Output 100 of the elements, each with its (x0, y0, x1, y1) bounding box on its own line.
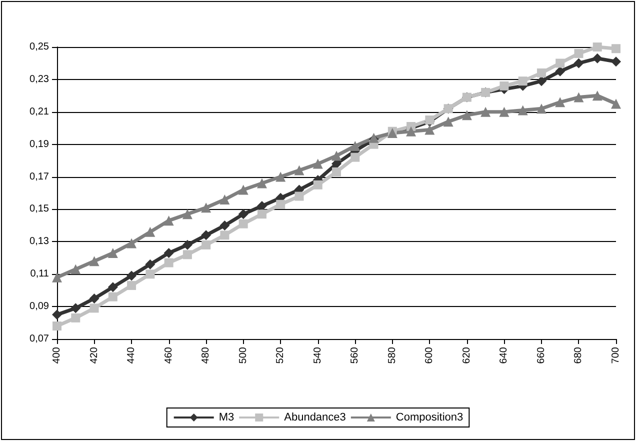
point (52, 322, 62, 331)
y-tick-label: 0,19 (30, 138, 50, 150)
x-tick-label: 400 (52, 346, 62, 364)
point (276, 200, 286, 209)
x-tick-label: 560 (350, 346, 361, 364)
x-tick-label: 600 (424, 346, 436, 364)
point (238, 184, 248, 195)
y-tick-label: 0,17 (30, 171, 50, 182)
x-tick-label: 520 (275, 346, 286, 364)
x-tick-label: 480 (200, 346, 212, 364)
point (462, 110, 472, 120)
point (294, 192, 304, 201)
point (201, 202, 212, 213)
y-tick-label: 0,21 (30, 106, 50, 118)
point (443, 116, 454, 127)
x-tick-label: 580 (386, 346, 398, 364)
point (201, 230, 212, 240)
point (70, 264, 81, 274)
point (592, 42, 602, 52)
point (145, 226, 156, 237)
point (71, 313, 80, 322)
point (406, 126, 416, 136)
point (536, 68, 546, 78)
point (574, 58, 584, 68)
point (182, 209, 192, 220)
point (182, 250, 192, 260)
point (146, 270, 155, 279)
point (592, 90, 602, 101)
y-tick-label: 0,15 (30, 204, 50, 215)
point (518, 105, 528, 116)
point (611, 56, 621, 67)
point (182, 240, 192, 250)
x-tick-label: 420 (88, 346, 100, 364)
point (256, 178, 267, 188)
point (350, 152, 360, 162)
point (276, 172, 286, 182)
point (312, 158, 323, 169)
point (256, 200, 267, 211)
x-tick-label: 460 (163, 346, 174, 364)
point (70, 303, 81, 314)
point (536, 104, 546, 114)
point (164, 258, 174, 268)
point (164, 248, 174, 258)
point (89, 256, 100, 266)
y-tick-label: 0,07 (30, 334, 50, 344)
point (480, 106, 491, 117)
point (89, 293, 100, 304)
y-tick-label: 0,13 (30, 236, 50, 248)
legend-label: Abundance3 (284, 412, 346, 424)
point (126, 238, 137, 248)
x-tick-label: 540 (312, 346, 324, 364)
point (611, 98, 621, 109)
point (108, 282, 118, 292)
point (52, 272, 62, 282)
point (145, 259, 156, 270)
x-tick-label: 640 (498, 346, 510, 364)
x-tick-label: 620 (461, 346, 472, 364)
y-tick-label: 0,25 (30, 42, 50, 52)
point (332, 167, 341, 176)
point (220, 230, 230, 240)
point (499, 106, 510, 117)
point (164, 216, 174, 226)
x-tick-label: 440 (126, 346, 138, 364)
point (108, 292, 118, 302)
point (555, 66, 566, 76)
y-tick-label: 0,11 (30, 268, 50, 280)
point (518, 76, 528, 86)
point (424, 124, 435, 135)
point (202, 240, 211, 250)
point (574, 48, 584, 58)
y-tick-label: 0,09 (30, 301, 50, 312)
point (313, 180, 322, 190)
point (52, 310, 62, 320)
legend-label: M3 (218, 412, 234, 424)
point (257, 210, 266, 219)
legend-label: Composition3 (396, 412, 464, 424)
point (612, 44, 620, 54)
y-tick-label: 0,23 (30, 74, 50, 85)
point (425, 116, 434, 124)
point (350, 140, 360, 151)
point (90, 304, 99, 313)
point (108, 248, 118, 258)
point (500, 81, 509, 90)
point (294, 165, 304, 176)
point (238, 219, 248, 228)
point (127, 280, 136, 290)
point (555, 97, 566, 108)
point (536, 76, 546, 86)
point (592, 53, 602, 64)
x-tick-label: 660 (536, 346, 547, 364)
x-tick-label: 700 (610, 346, 622, 364)
x-tick-label: 500 (238, 346, 249, 364)
point (126, 270, 137, 281)
point (238, 209, 248, 220)
point (220, 194, 230, 204)
x-tick-label: 680 (573, 346, 584, 364)
point (220, 220, 230, 230)
point (574, 92, 584, 102)
point (556, 58, 565, 68)
point (332, 150, 342, 161)
